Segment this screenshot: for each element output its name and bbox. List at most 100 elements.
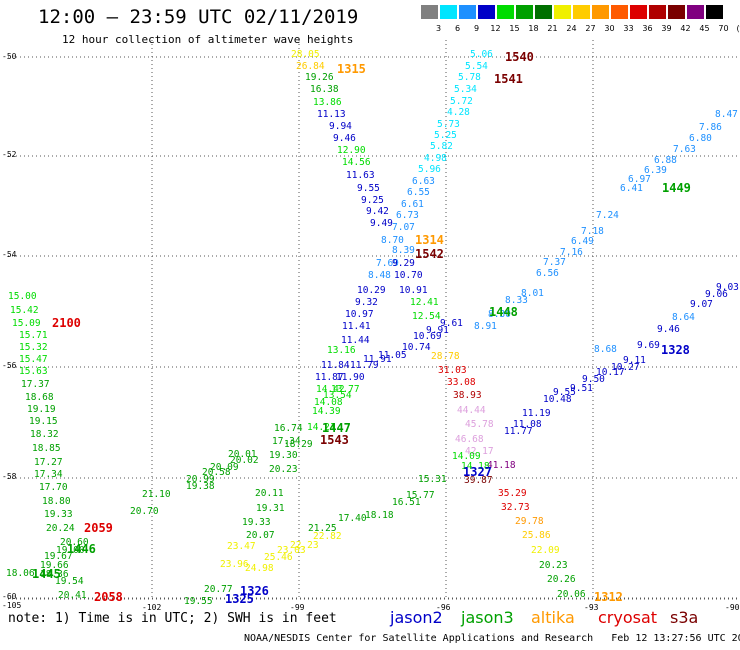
wave-height-value: 11.84 bbox=[321, 360, 350, 371]
wave-height-value: 11.05 bbox=[378, 350, 407, 361]
wave-height-value: 28.05 bbox=[291, 49, 320, 60]
wave-height-value: 19.55 bbox=[184, 596, 213, 607]
colorbar-label: 9 bbox=[473, 24, 480, 33]
wave-height-value: 8.91 bbox=[474, 321, 497, 332]
lon-label: -99 bbox=[290, 603, 305, 612]
wave-height-value: 9.29 bbox=[392, 258, 415, 269]
pass-time-label: 1327 bbox=[463, 465, 492, 479]
legend-jason3: jason3 bbox=[461, 608, 514, 627]
wave-height-value: 10.70 bbox=[394, 270, 423, 281]
wave-height-value: 4.98 bbox=[424, 153, 447, 164]
pass-time-label: 1446 bbox=[67, 542, 96, 556]
wave-height-value: 22.23 bbox=[290, 540, 319, 551]
wave-height-value: 18.85 bbox=[32, 443, 61, 454]
wave-height-value: 11.19 bbox=[522, 408, 551, 419]
wave-height-value: 9.46 bbox=[657, 324, 680, 335]
wave-height-value: 14.42 bbox=[316, 384, 345, 395]
wave-height-value: 11.41 bbox=[342, 321, 371, 332]
lat-label: -52 bbox=[2, 150, 17, 159]
map-gridlines bbox=[8, 40, 738, 600]
wave-height-value: 19.66 bbox=[40, 560, 69, 571]
colorbar-label: 12 bbox=[490, 24, 501, 33]
wave-height-value: 9.49 bbox=[370, 218, 393, 229]
wave-height-value: 41.18 bbox=[487, 460, 516, 471]
wave-height-value: 20.99 bbox=[186, 474, 215, 485]
wave-height-value: 11.79 bbox=[350, 360, 379, 371]
wave-height-value: 6.80 bbox=[689, 133, 712, 144]
wave-height-value: 24.98 bbox=[245, 563, 274, 574]
wave-height-value: 19.26 bbox=[305, 72, 334, 83]
colorbar-swatch bbox=[592, 5, 609, 19]
wave-height-value: 33.08 bbox=[447, 377, 476, 388]
wave-height-value: 20.11 bbox=[255, 488, 284, 499]
lon-label: -105 bbox=[2, 601, 22, 610]
wave-height-value: 8.33 bbox=[505, 295, 528, 306]
wave-height-value: 17.40 bbox=[338, 513, 367, 524]
wave-height-value: 9.61 bbox=[440, 318, 463, 329]
wave-height-value: 8.70 bbox=[381, 235, 404, 246]
colorbar-label: 36 bbox=[642, 24, 653, 33]
wave-height-value: 7.16 bbox=[560, 247, 583, 258]
wave-height-value: 18.18 bbox=[365, 510, 394, 521]
pass-time-label: 1315 bbox=[337, 62, 366, 76]
lon-label: -90 bbox=[725, 603, 740, 612]
wave-height-value: 13.86 bbox=[313, 97, 342, 108]
wave-height-value: 19.30 bbox=[269, 450, 298, 461]
wave-height-value: 17.34 bbox=[34, 469, 63, 480]
wave-height-value: 12.41 bbox=[410, 297, 439, 308]
wave-height-value: 7.69 bbox=[376, 258, 399, 269]
wave-height-value: 23.96 bbox=[220, 559, 249, 570]
pass-time-label: 1449 bbox=[662, 181, 691, 195]
colorbar-swatch bbox=[687, 5, 704, 19]
wave-height-value: 5.82 bbox=[430, 141, 453, 152]
wave-height-value: 7.24 bbox=[596, 210, 619, 221]
wave-height-value: 22.82 bbox=[313, 531, 342, 542]
wave-height-value: 6.61 bbox=[401, 199, 424, 210]
wave-height-value: 9.55 bbox=[357, 183, 380, 194]
wave-height-value: 20.70 bbox=[130, 506, 159, 517]
wave-height-value: 9.03 bbox=[716, 282, 739, 293]
wave-height-value: 19.54 bbox=[55, 576, 84, 587]
colorbar-label: 42 bbox=[680, 24, 691, 33]
lat-label: -60 bbox=[2, 592, 17, 601]
wave-height-value: 6.39 bbox=[644, 165, 667, 176]
wave-height-value: 11.87 bbox=[315, 372, 344, 383]
wave-height-value: 21.25 bbox=[308, 523, 337, 534]
lon-label: -102 bbox=[142, 603, 162, 612]
pass-time-label: 1314 bbox=[415, 233, 444, 247]
wave-height-value: 9.94 bbox=[329, 121, 352, 132]
wave-height-value: 20.07 bbox=[246, 530, 275, 541]
colorbar-swatch bbox=[497, 5, 514, 19]
chart-subtitle: 12 hour collection of altimeter wave hei… bbox=[62, 33, 354, 46]
pass-time-label: 1312 bbox=[594, 590, 623, 604]
wave-height-value: 25.86 bbox=[522, 530, 551, 541]
colorbar-swatch bbox=[516, 5, 533, 19]
wave-height-value: 23.03 bbox=[277, 545, 306, 556]
wave-height-value: 19.38 bbox=[186, 481, 215, 492]
wave-height-value: 28.78 bbox=[431, 351, 460, 362]
wave-height-value: 8.48 bbox=[368, 270, 391, 281]
wave-height-value: 35.29 bbox=[498, 488, 527, 499]
wave-height-value: 8.47 bbox=[715, 109, 738, 120]
colorbar-label: 30 bbox=[604, 24, 615, 33]
wave-height-value: 8.68 bbox=[594, 344, 617, 355]
wave-height-value: 5.78 bbox=[458, 72, 481, 83]
colorbar-label: 3 bbox=[435, 24, 442, 33]
wave-height-value: 44.44 bbox=[457, 405, 486, 416]
colorbar-swatch bbox=[668, 5, 685, 19]
wave-height-value: 9.25 bbox=[361, 195, 384, 206]
wave-height-value: 9.11 bbox=[623, 355, 646, 366]
lon-label: -96 bbox=[436, 603, 451, 612]
wave-height-value: 18.68 bbox=[25, 392, 54, 403]
wave-height-value: 17.34 bbox=[272, 436, 301, 447]
wave-height-value: 5.25 bbox=[434, 130, 457, 141]
wave-height-value: 15.32 bbox=[19, 342, 48, 353]
wave-height-value: 19.15 bbox=[29, 416, 58, 427]
wave-height-value: 20.01 bbox=[228, 449, 257, 460]
wave-height-value: 4.28 bbox=[447, 107, 470, 118]
colorbar-swatch bbox=[630, 5, 647, 19]
wave-height-value: 42.17 bbox=[465, 446, 494, 457]
wave-height-value: 13.77 bbox=[331, 384, 360, 395]
pass-time-label: 2100 bbox=[52, 316, 81, 330]
colorbar-label: 70 bbox=[718, 24, 729, 33]
